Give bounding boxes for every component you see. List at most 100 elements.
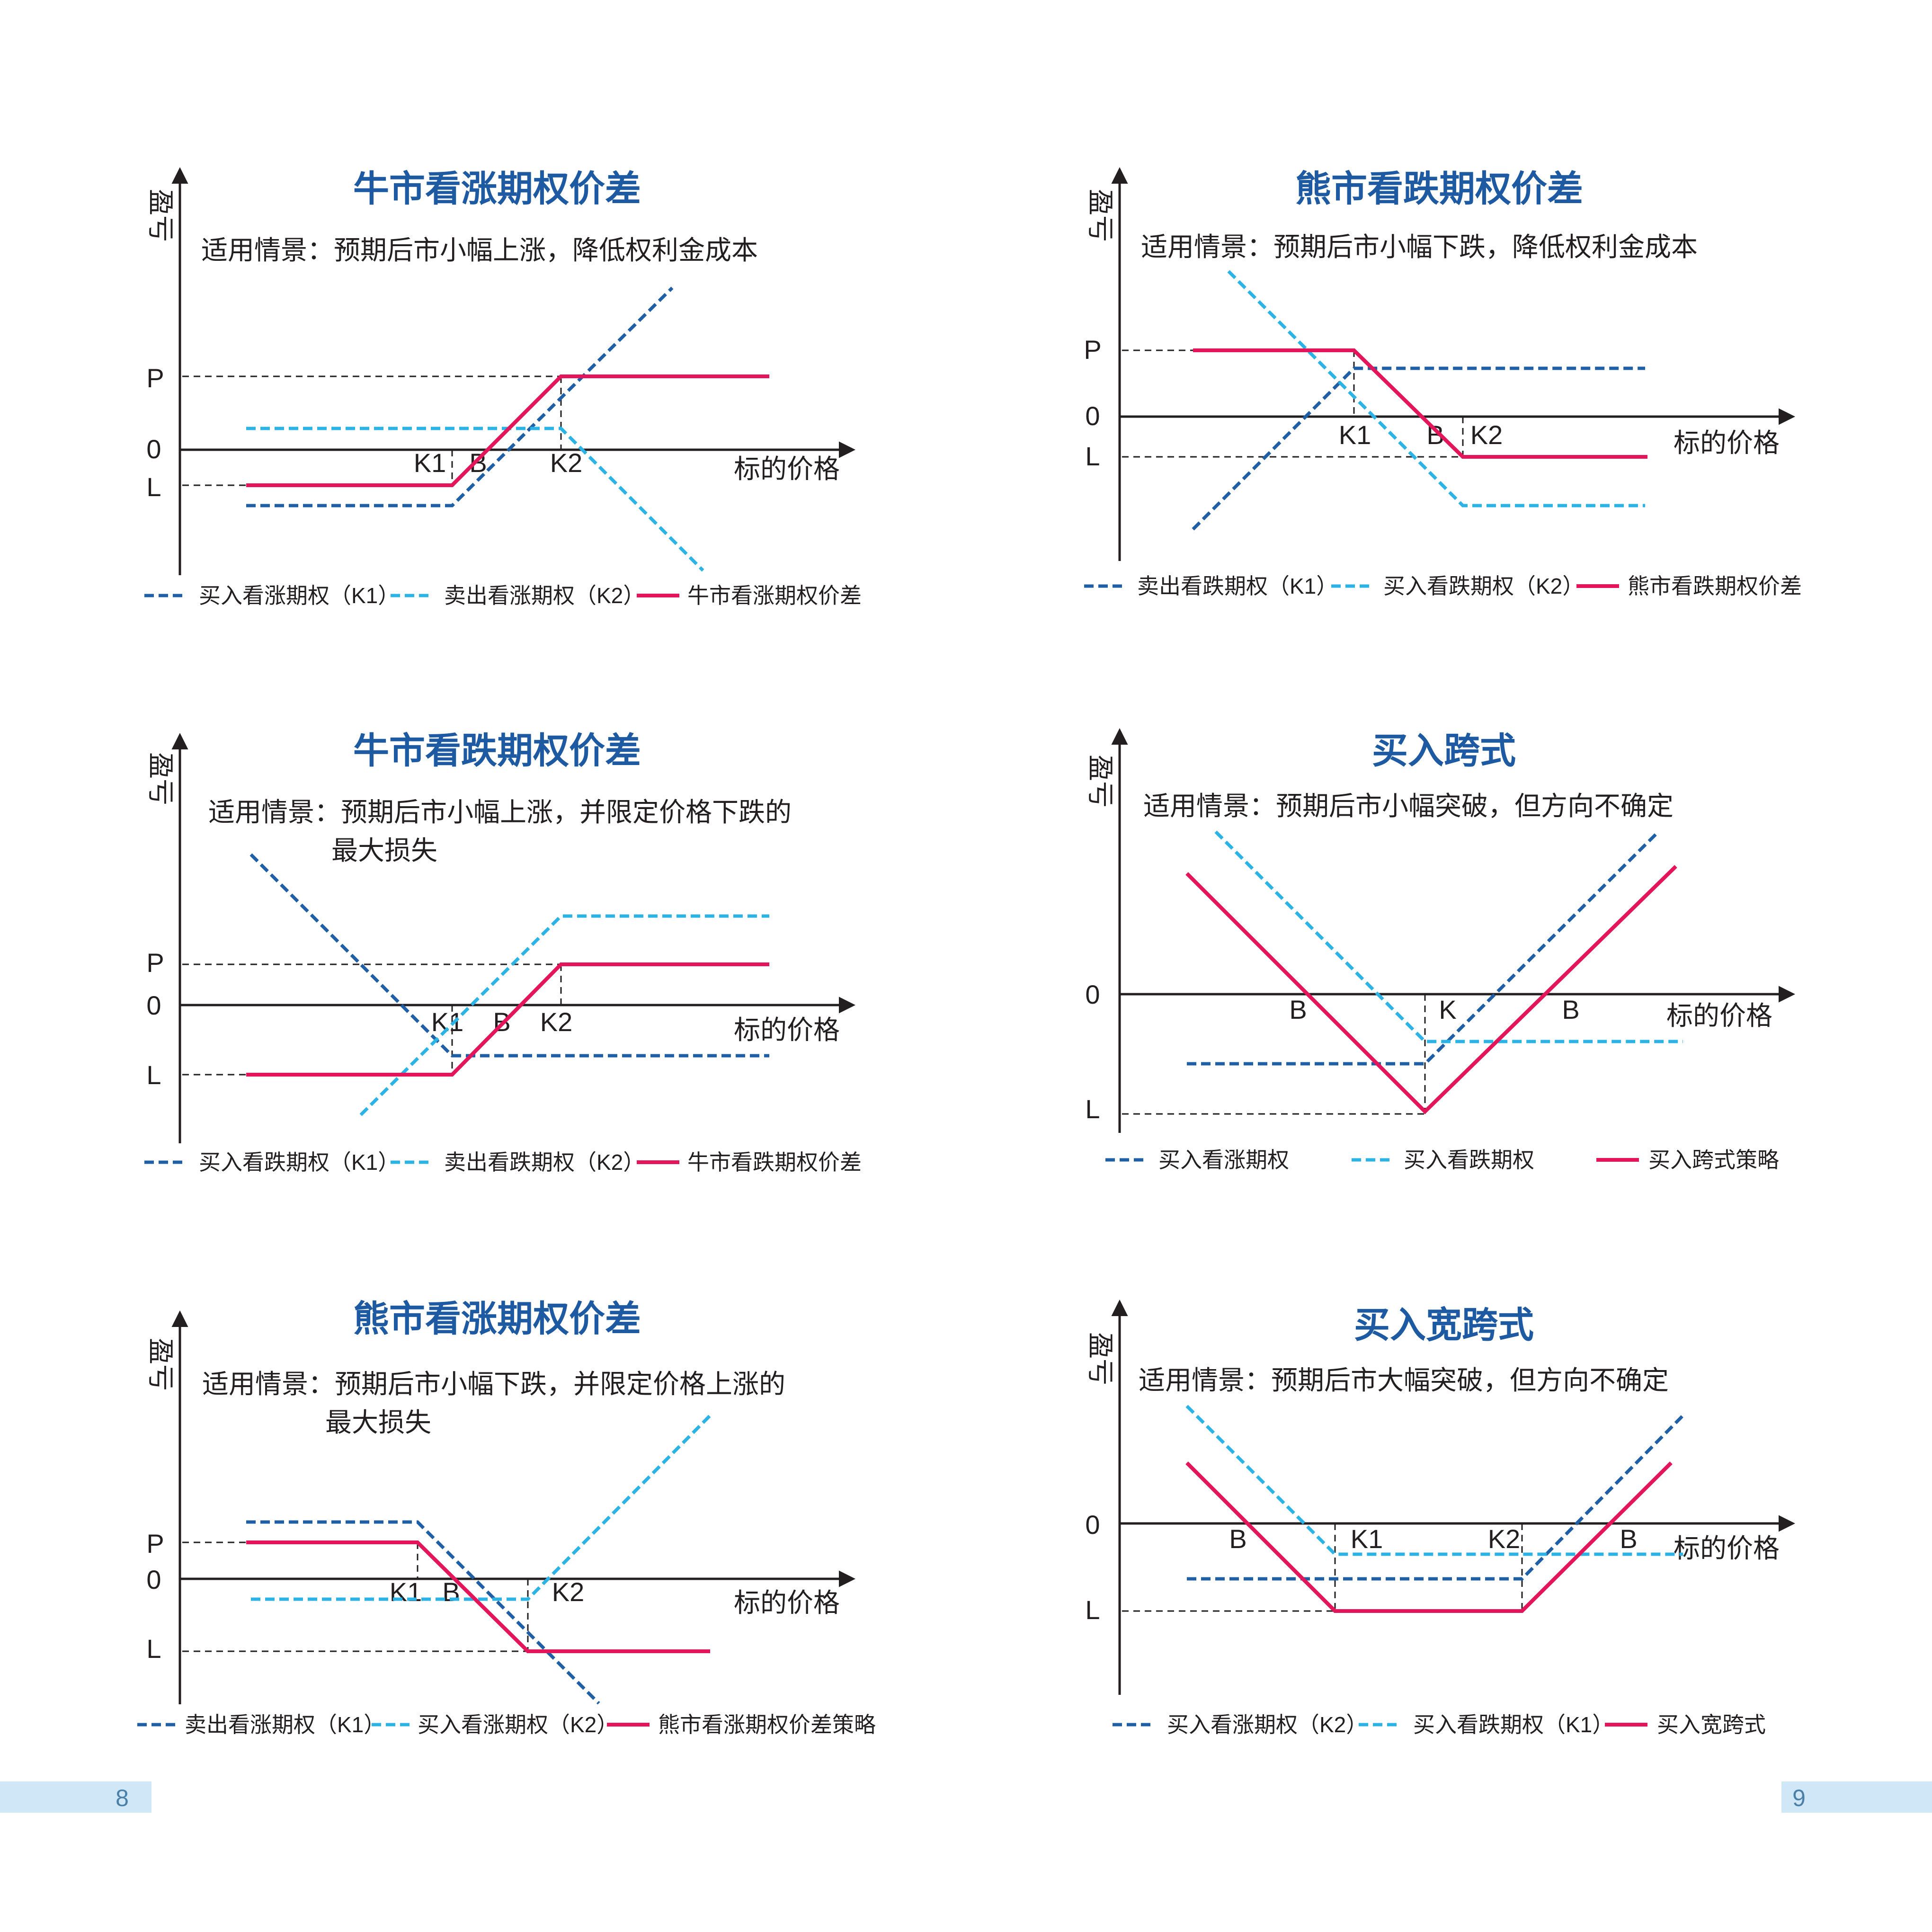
long-strangle-line [1185, 1461, 1673, 1613]
y-label-P: P [146, 948, 164, 978]
legend-label: 买入看跌期权（K2） [1383, 574, 1584, 598]
x-axis-label: 标的价格 [1674, 1533, 1780, 1563]
y-axis-label: 盈亏 [1086, 1332, 1115, 1385]
x-label-K1: K1 [414, 448, 446, 478]
legend-label: 卖出看涨期权（K2） [444, 583, 645, 608]
y-axis-label: 盈亏 [1086, 189, 1115, 242]
legend-label: 牛市看涨期权价差 [687, 583, 862, 608]
scenario-text: 适用情景：预期后市小幅下跌，并限定价格上涨的 [202, 1369, 785, 1399]
long-put-k1-line [249, 853, 769, 1058]
long-call-k2-line [1187, 1414, 1684, 1581]
x-label-K1: K1 [390, 1577, 422, 1607]
bear-call-spread-line [246, 1540, 710, 1653]
legend-label: 卖出看跌期权（K1） [1137, 574, 1338, 598]
short-put-k2-line [359, 914, 769, 1116]
x-axis-label: 标的价格 [734, 454, 840, 484]
y-label-P: P [1084, 335, 1101, 365]
x-label-K2: K2 [1488, 1524, 1521, 1554]
y-label-zero: 0 [1085, 1510, 1100, 1540]
x-label-K1: K1 [1339, 420, 1371, 450]
chart-title: 牛市看涨期权价差 [353, 168, 641, 210]
y-axis-label: 盈亏 [1086, 755, 1115, 808]
x-label-K2: K2 [540, 1007, 573, 1037]
x-axis-label: 标的价格 [1674, 428, 1780, 458]
x-label-B-right: B [1562, 995, 1579, 1024]
legend-label: 卖出看跌期权（K2） [444, 1150, 645, 1175]
chart-title: 买入跨式 [1372, 730, 1516, 772]
y-label-L: L [146, 1634, 161, 1664]
chart-title: 熊市看跌期权价差 [1295, 168, 1583, 210]
y-axis-label: 盈亏 [146, 189, 176, 242]
legend-label: 买入看跌期权（K1） [1413, 1712, 1614, 1737]
y-axis-label: 盈亏 [146, 752, 176, 805]
y-label-L: L [1085, 1094, 1100, 1124]
legend: 买入看涨期权（K2） 买入看跌期权（K1） 买入宽跨式 [1113, 1712, 1766, 1737]
chart-long-strangle: 买入宽跨式 适用情景：预期后市大幅突破，但方向不确定 盈亏 标的价格 0 L B… [1085, 1300, 1795, 1737]
chart-title: 熊市看涨期权价差 [353, 1298, 641, 1340]
scenario-text: 适用情景：预期后市大幅突破，但方向不确定 [1139, 1365, 1669, 1395]
scenario-text-line2: 最大损失 [325, 1407, 431, 1437]
legend-label: 买入看跌期权 [1404, 1148, 1534, 1172]
legend: 买入看涨期权 买入看跌期权 买入跨式策略 [1105, 1148, 1779, 1172]
x-label-K2: K2 [550, 448, 583, 478]
y-label-zero: 0 [146, 990, 161, 1020]
scenario-text-line2: 最大损失 [331, 836, 437, 865]
long-call-line [1187, 830, 1660, 1066]
chart-title: 牛市看跌期权价差 [353, 730, 641, 772]
x-label-B-left: B [1289, 995, 1307, 1024]
legend-label: 熊市看跌期权价差 [1628, 574, 1802, 598]
legend-label: 熊市看涨期权价差策略 [658, 1712, 876, 1737]
y-label-zero: 0 [146, 1565, 161, 1594]
bear-put-spread-line [1193, 348, 1647, 459]
right-page-bar [1781, 1781, 1932, 1813]
y-label-zero: 0 [146, 434, 161, 464]
legend-label: 卖出看涨期权（K1） [185, 1712, 385, 1737]
long-put-k1-line [1185, 1405, 1683, 1556]
y-label-zero: 0 [1085, 401, 1100, 431]
y-label-L: L [1085, 441, 1100, 471]
left-page-bar [0, 1781, 151, 1813]
y-label-L: L [146, 1060, 161, 1090]
legend-label: 买入看跌期权（K1） [199, 1150, 400, 1175]
y-label-L: L [146, 472, 161, 502]
legend-label: 牛市看跌期权价差 [687, 1150, 862, 1175]
y-label-zero: 0 [1085, 979, 1100, 1009]
bull-call-spread-line [246, 374, 769, 487]
legend-label: 买入宽跨式 [1657, 1712, 1766, 1737]
long-put-k2-line [1227, 270, 1645, 507]
legend: 卖出看涨期权（K1） 买入看涨期权（K2） 熊市看涨期权价差策略 [137, 1712, 876, 1737]
x-label-K1: K1 [431, 1007, 464, 1037]
x-axis-label: 标的价格 [734, 1015, 840, 1045]
x-label-K1: K1 [1351, 1524, 1383, 1554]
chart-bull-put-spread: 牛市看跌期权价差 适用情景：预期后市小幅上涨，并限定价格下跌的 最大损失 盈亏 … [144, 730, 862, 1175]
chart-title: 买入宽跨式 [1354, 1304, 1534, 1346]
short-put-k1-line [1192, 366, 1645, 531]
short-call-k2-line [246, 427, 704, 572]
right-page-number: 9 [1792, 1785, 1806, 1811]
x-axis-label: 标的价格 [734, 1588, 840, 1618]
chart-long-straddle: 买入跨式 适用情景：预期后市小幅突破，但方向不确定 盈亏 标的价格 0 L B … [1085, 728, 1795, 1172]
y-label-L: L [1085, 1595, 1100, 1625]
x-label-K: K [1439, 995, 1456, 1024]
scenario-text: 适用情景：预期后市小幅上涨，降低权利金成本 [201, 235, 758, 265]
legend: 卖出看跌期权（K1） 买入看跌期权（K2） 熊市看跌期权价差 [1084, 574, 1802, 598]
scenario-text: 适用情景：预期后市小幅突破，但方向不确定 [1143, 791, 1674, 821]
legend-label: 买入跨式策略 [1648, 1148, 1779, 1172]
bull-put-spread-line [246, 962, 769, 1077]
y-label-P: P [146, 363, 164, 393]
scenario-text: 适用情景：预期后市小幅下跌，降低权利金成本 [1141, 232, 1698, 262]
long-call-k2-line [251, 1414, 712, 1601]
legend-label: 买入看涨期权（K2） [1167, 1712, 1368, 1737]
left-page-number: 8 [116, 1785, 129, 1811]
x-label-B-right: B [1620, 1524, 1637, 1554]
x-label-B-left: B [1229, 1524, 1246, 1554]
legend-label: 买入看涨期权（K2） [418, 1712, 618, 1737]
legend: 买入看跌期权（K1） 卖出看跌期权（K2） 牛市看跌期权价差 [144, 1150, 862, 1175]
scenario-text: 适用情景：预期后市小幅上涨，并限定价格下跌的 [208, 797, 792, 827]
legend: 买入看涨期权（K1） 卖出看涨期权（K2） 牛市看涨期权价差 [144, 583, 862, 608]
chart-bull-call-spread: 牛市看涨期权价差 适用情景：预期后市小幅上涨，降低权利金成本 盈亏 标的价格 P… [144, 167, 862, 608]
y-label-P: P [146, 1529, 164, 1558]
chart-bear-put-spread: 熊市看跌期权价差 适用情景：预期后市小幅下跌，降低权利金成本 盈亏 标的价格 P… [1084, 167, 1802, 598]
legend-label: 买入看涨期权 [1158, 1148, 1289, 1172]
